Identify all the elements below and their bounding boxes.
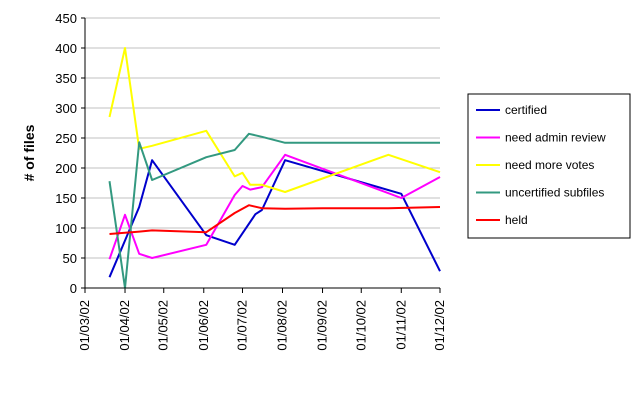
y-tick-label: 200: [55, 161, 77, 176]
series-line-held: [109, 204, 441, 235]
legend-label: uncertified subfiles: [505, 186, 604, 200]
x-tick-label: 01/07/02: [234, 300, 249, 351]
series-line-need-admin-review: [108, 153, 441, 260]
axes: [84, 18, 440, 289]
legend-label: need more votes: [505, 158, 594, 172]
y-axis-label: # of files: [21, 124, 37, 181]
x-tick-label: 01/04/02: [117, 300, 132, 351]
y-tick-label: 150: [55, 191, 77, 206]
x-tick-label: 01/03/02: [77, 300, 92, 351]
y-tick-label: 400: [55, 41, 77, 56]
x-tick-label: 01/12/02: [432, 300, 447, 351]
y-tick-labels: 0 50 100 150 200 250 300 350 400 450: [55, 11, 85, 296]
y-tick-label: 250: [55, 131, 77, 146]
x-tick-label: 01/09/02: [315, 300, 330, 351]
legend-label: need admin review: [505, 131, 606, 145]
x-tick-label: 01/10/02: [353, 300, 368, 351]
plot-area: [85, 18, 440, 288]
x-tick-label: 01/11/02: [393, 300, 408, 350]
y-tick-label: 0: [70, 281, 77, 296]
x-tick-label: 01/08/02: [275, 300, 290, 351]
x-tick-labels: 01/03/02 01/04/02 01/05/02 01/06/02 01/07/02…: [77, 288, 447, 351]
x-tick-label: 01/05/02: [156, 300, 171, 351]
y-tick-label: 300: [55, 101, 77, 116]
y-tick-label: 350: [55, 71, 77, 86]
series-line-need-more-votes: [108, 47, 441, 193]
legend-label: certified: [505, 103, 547, 117]
series-line-uncertified-subfiles: [108, 132, 440, 289]
y-tick-label: 450: [55, 11, 77, 26]
legend: certified need admin review need more vote…: [467, 93, 631, 239]
x-tick-label: 01/06/02: [196, 300, 211, 351]
gridlines: [85, 17, 440, 288]
y-tick-label: 50: [63, 251, 77, 266]
y-tick-label: 100: [55, 221, 77, 236]
series-lines: [108, 47, 441, 289]
legend-label: held: [505, 213, 528, 227]
